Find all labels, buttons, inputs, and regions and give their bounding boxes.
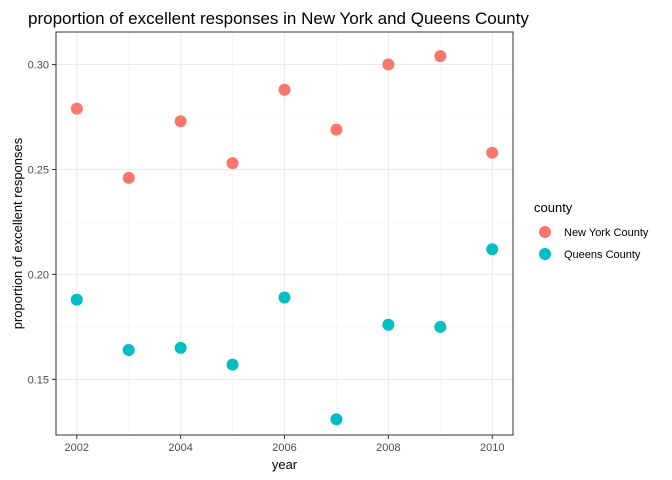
data-point [278,291,291,304]
data-point [174,115,187,128]
data-point [122,171,135,184]
x-axis-title: year [272,457,298,472]
data-point [174,341,187,354]
y-axis: 0.15 0.20 0.25 0.30 [28,60,56,386]
legend-key [539,226,551,238]
x-tick-label: 2004 [168,442,192,454]
data-point [382,318,395,331]
x-axis: 2002 2004 2006 2008 2010 [65,435,504,454]
y-tick-label: 0.30 [28,60,49,72]
data-points [70,50,499,426]
legend-key [539,248,551,260]
data-point [382,58,395,71]
data-point [226,358,239,371]
legend-label: New York County [564,227,649,239]
data-point [226,157,239,170]
y-tick-label: 0.25 [28,164,49,176]
data-point [70,293,83,306]
legend-title: county [534,200,573,215]
data-point [434,320,447,333]
x-tick-label: 2006 [272,442,296,454]
x-tick-label: 2002 [65,442,89,454]
data-point [122,343,135,356]
series-queens-county [70,243,499,426]
data-point [486,243,499,256]
y-axis-title: proportion of excellent responses [10,137,25,329]
y-tick-label: 0.20 [28,269,49,281]
x-tick-label: 2008 [376,442,400,454]
data-point [486,146,499,159]
y-tick-label: 0.15 [28,374,49,386]
data-point [278,83,291,96]
data-point [70,102,83,115]
grid [56,32,513,435]
series-new-york-county [70,50,499,184]
x-tick-label: 2010 [480,442,504,454]
legend-label: Queens County [564,249,641,261]
data-point [330,413,343,426]
data-point [434,50,447,63]
legend: county New York County Queens County [534,200,649,261]
data-point [330,123,343,136]
chart-title: proportion of excellent responses in New… [28,9,529,28]
